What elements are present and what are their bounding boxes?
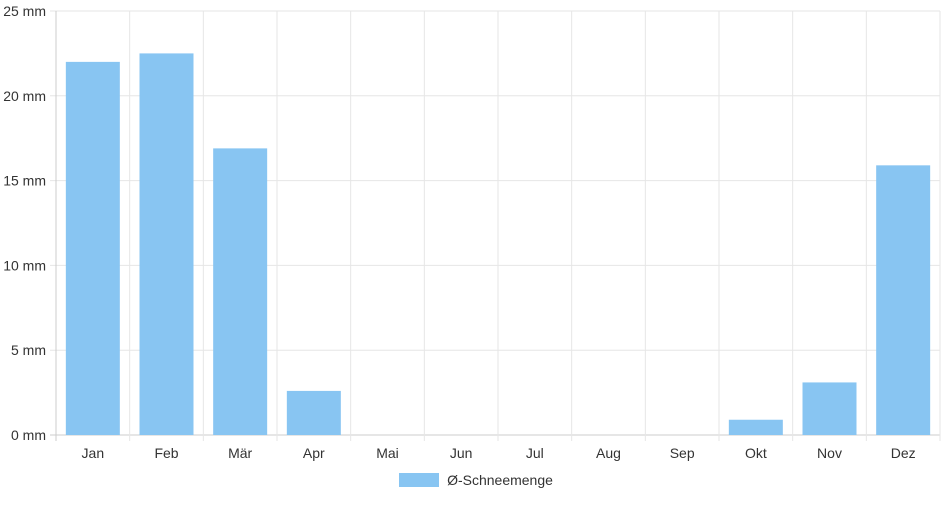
x-tick-label: Feb — [154, 445, 178, 461]
bar[interactable] — [213, 148, 268, 435]
x-tick-label: Mär — [228, 445, 252, 461]
x-tick-label: Nov — [817, 445, 842, 461]
x-tick-label: Mai — [376, 445, 399, 461]
bar[interactable] — [286, 390, 341, 435]
y-tick-label: 10 mm — [3, 257, 46, 273]
x-tick-label: Dez — [891, 445, 916, 461]
y-tick-label: 25 mm — [3, 3, 46, 19]
legend-swatch — [399, 473, 440, 487]
bar[interactable] — [139, 53, 194, 436]
x-tick-label: Jan — [82, 445, 105, 461]
x-tick-label: Jul — [526, 445, 544, 461]
x-tick-label: Sep — [670, 445, 695, 461]
y-tick-label: 20 mm — [3, 88, 46, 104]
y-tick-label: 5 mm — [11, 342, 46, 358]
x-tick-label: Jun — [450, 445, 473, 461]
x-tick-label: Okt — [745, 445, 767, 461]
legend[interactable]: Ø-Schneemenge — [0, 472, 952, 488]
bar[interactable] — [728, 419, 783, 435]
x-tick-label: Apr — [303, 445, 325, 461]
legend-label: Ø-Schneemenge — [447, 472, 553, 488]
x-tick-label: Aug — [596, 445, 621, 461]
bar[interactable] — [876, 165, 931, 435]
bar[interactable] — [65, 61, 120, 435]
bar[interactable] — [802, 382, 857, 435]
y-tick-label: 0 mm — [11, 427, 46, 443]
y-tick-label: 15 mm — [3, 173, 46, 189]
